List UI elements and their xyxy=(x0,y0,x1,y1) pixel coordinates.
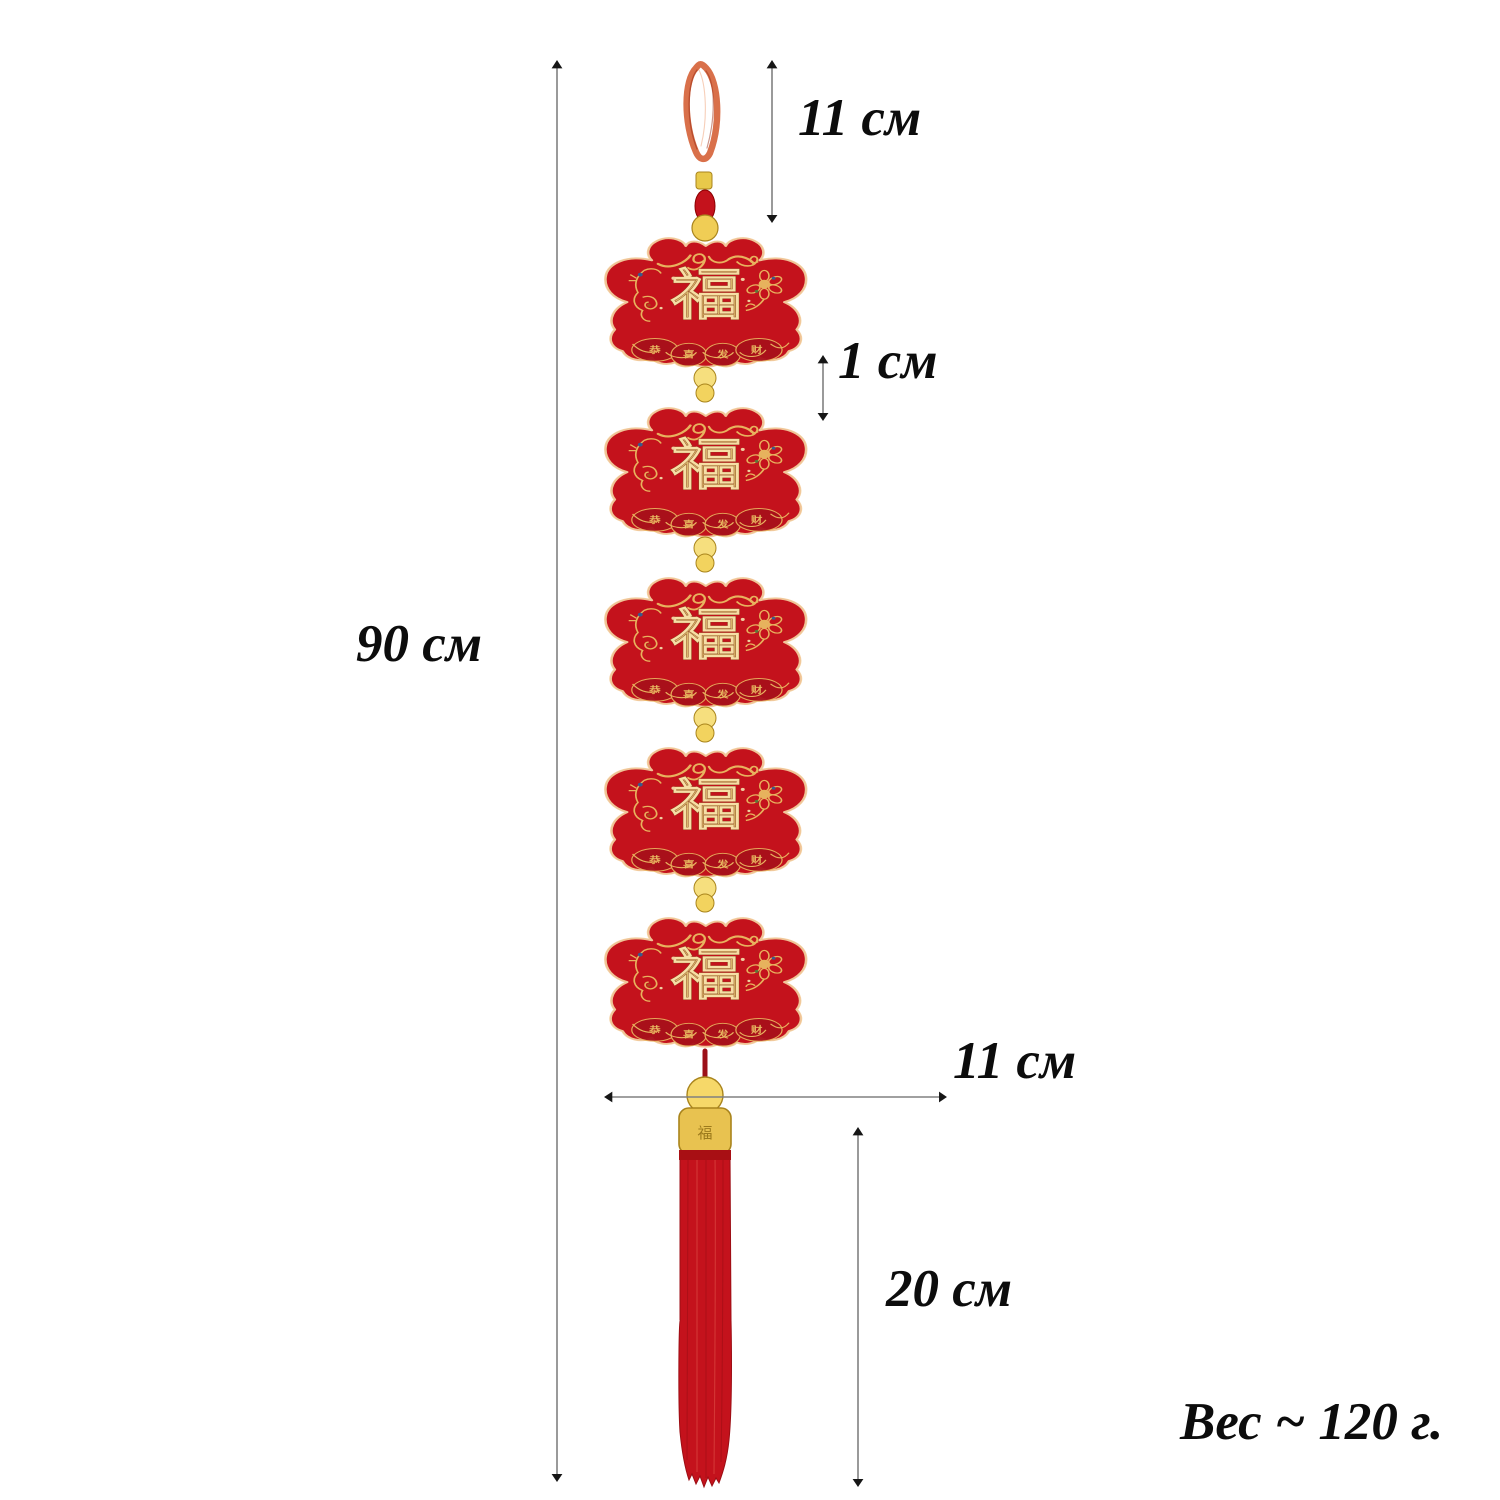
svg-text:福: 福 xyxy=(697,1125,712,1142)
